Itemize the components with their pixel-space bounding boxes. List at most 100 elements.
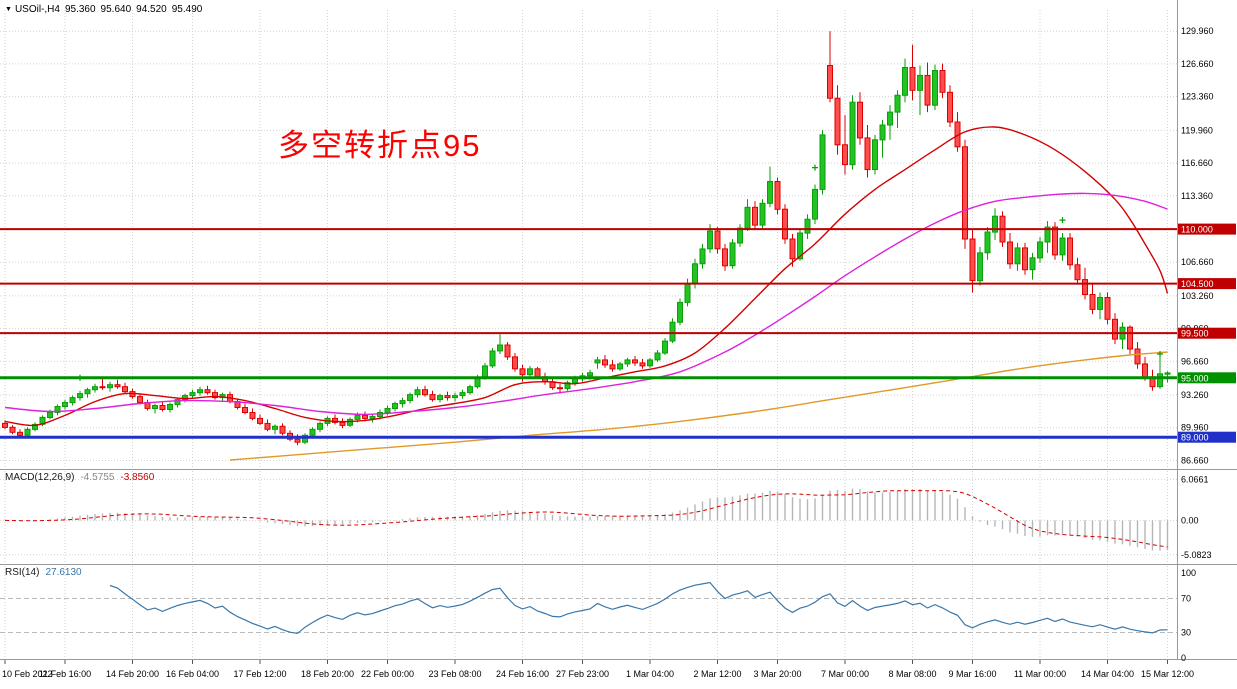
candle-body <box>984 231 991 254</box>
candle-body <box>752 206 758 226</box>
candle-body <box>827 65 833 99</box>
candle-body <box>422 389 428 396</box>
candle-body <box>212 392 218 399</box>
candle-body <box>62 402 68 407</box>
candle-body <box>744 206 751 229</box>
ma-mid-magenta <box>4 192 1168 416</box>
candle-body <box>1127 326 1133 350</box>
time-label: 10 Feb 2022 <box>2 669 53 679</box>
time-label: 18 Feb 20:00 <box>301 669 354 679</box>
candle-body <box>917 74 923 91</box>
candle-body <box>834 97 841 146</box>
plus-marker <box>77 374 83 381</box>
price-tick-label: 113.360 <box>1181 191 1213 201</box>
candle-body <box>1097 297 1103 310</box>
candle-body <box>617 363 623 370</box>
candle-body <box>894 94 901 113</box>
candle-body <box>152 405 158 409</box>
candle-body <box>114 384 121 388</box>
rsi-tick-label: 70 <box>1181 594 1191 604</box>
candle-body <box>872 139 878 171</box>
candle-body <box>992 215 998 233</box>
candle-body <box>504 344 511 358</box>
price-tick-label: 93.260 <box>1181 390 1209 400</box>
candle-body <box>594 359 601 364</box>
candle-body <box>879 124 886 141</box>
candle-body <box>1104 297 1111 320</box>
rsi-tick-label: 0 <box>1181 653 1186 663</box>
candle-body <box>84 389 91 395</box>
candle-body <box>947 91 953 123</box>
candle-body <box>332 417 338 423</box>
candle-body <box>797 232 803 260</box>
candle-body <box>414 389 421 396</box>
candle-body <box>962 146 968 240</box>
candle-body <box>482 365 488 379</box>
time-label: 16 Feb 04:00 <box>166 669 219 679</box>
price-tick-label: 126.660 <box>1181 59 1214 69</box>
macd-name: MACD(12,26,9) <box>5 472 75 483</box>
candle-body <box>1029 257 1036 271</box>
candle-body <box>107 384 113 389</box>
candle-body <box>624 359 631 365</box>
macd-signal-value: -3.8560 <box>120 472 155 483</box>
candle-body <box>789 238 796 260</box>
candle-body <box>572 378 578 384</box>
candle-body <box>819 134 826 190</box>
rsi-name: RSI(14) <box>5 567 40 578</box>
candle-body <box>1014 247 1021 265</box>
macd-histogram <box>11 488 1169 551</box>
quote-open: 95.360 <box>64 4 96 15</box>
rsi-tick-label: 30 <box>1181 628 1191 638</box>
candle-body <box>189 392 196 397</box>
candle-body <box>677 301 683 323</box>
candle-body <box>1037 241 1043 259</box>
rsi-line <box>109 581 1168 635</box>
candle-body <box>782 208 788 240</box>
candle-body <box>909 67 916 91</box>
candle-body <box>932 70 938 106</box>
candle-body <box>977 252 983 282</box>
candle-body <box>17 431 23 436</box>
candle-body <box>662 340 668 354</box>
candle-body <box>174 399 181 406</box>
plus-marker <box>812 164 818 171</box>
quote-high: 95.640 <box>100 4 132 15</box>
candle-body <box>339 421 346 426</box>
candle-body <box>714 230 721 250</box>
candle-body <box>587 372 593 377</box>
candle-body <box>279 425 286 434</box>
candle-body <box>249 412 256 419</box>
candle-body <box>737 227 743 244</box>
candle-body <box>459 392 466 397</box>
candle-body <box>722 248 728 267</box>
time-label: 22 Feb 00:00 <box>361 669 414 679</box>
price-tick-label: 123.360 <box>1181 92 1214 102</box>
candle-body <box>1052 226 1058 256</box>
candle-body <box>849 101 856 166</box>
candle-body <box>309 428 316 436</box>
rsi-tick-label: 100 <box>1181 568 1196 578</box>
candle-body <box>812 188 818 220</box>
chart-text-annotation[interactable]: 多空转折点95 <box>278 128 482 163</box>
time-label: 3 Mar 20:00 <box>753 669 801 679</box>
candle-body <box>9 426 16 433</box>
candle-body <box>362 414 368 419</box>
candle-body <box>54 406 61 413</box>
macd-tick-label: 6.0661 <box>1181 474 1209 484</box>
candle-body <box>759 202 766 226</box>
price-badge-label: 110.000 <box>1181 225 1213 235</box>
candle-body <box>159 405 166 410</box>
candle-body <box>369 415 376 419</box>
time-label: 23 Feb 08:00 <box>428 669 481 679</box>
candle-body <box>1082 279 1088 296</box>
candle-body <box>444 395 451 399</box>
candle-body <box>1112 318 1118 340</box>
price-badge <box>1178 372 1236 384</box>
time-label: 1 Mar 04:00 <box>626 669 674 679</box>
candle-body <box>729 242 736 267</box>
symbol-timeframe: USOil-,H4 <box>14 4 60 15</box>
time-label: 11 Feb 16:00 <box>39 669 91 679</box>
